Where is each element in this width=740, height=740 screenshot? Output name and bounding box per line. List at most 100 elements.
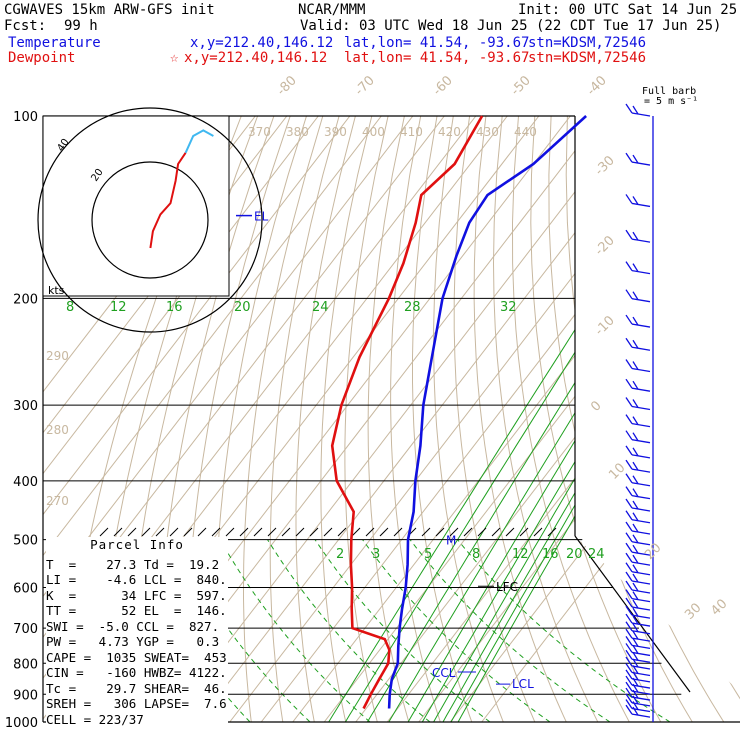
wind-barb-flag xyxy=(632,447,639,457)
model-title: CGWAVES 15km ARW-GFS init xyxy=(4,2,215,18)
wind-barb-flag xyxy=(632,544,639,554)
wind-barb-flag xyxy=(625,194,633,204)
hatch-mark xyxy=(239,527,249,537)
hatch-mark xyxy=(365,527,375,537)
wind-barb xyxy=(631,439,651,444)
hatch-mark xyxy=(309,527,319,537)
hodograph-panel xyxy=(42,115,230,297)
el-label: EL xyxy=(254,210,269,224)
wind-barb xyxy=(631,405,651,411)
wind-barb-flag xyxy=(625,521,633,532)
parcel-info-row: TT = 52 EL = 146. xyxy=(46,603,227,618)
hatch-mark xyxy=(267,527,277,537)
wind-barb-flag xyxy=(625,542,633,553)
dry-adiabat xyxy=(433,116,504,722)
isotherm xyxy=(43,116,414,722)
wind-barb xyxy=(631,713,651,718)
wind-barb-flag xyxy=(632,196,639,205)
ccl-label: CCL xyxy=(432,666,456,680)
hatch-mark xyxy=(197,527,207,537)
wind-barb xyxy=(631,671,651,677)
wind-barb-flag xyxy=(625,663,633,673)
hatch-mark xyxy=(141,527,151,537)
pressure-tick-label: 600 xyxy=(13,582,38,597)
temp-station: stn=KDSM,72546 xyxy=(528,35,647,51)
wind-barb-flag xyxy=(625,414,633,424)
mixing-ratio-label: 3 xyxy=(372,547,380,562)
theta-label: 280 xyxy=(46,423,69,437)
wind-barb-flag xyxy=(625,704,633,715)
mixing-ratio-label: 2 xyxy=(336,547,344,562)
mixing-ratio-label: 16 xyxy=(166,300,183,315)
wind-barb-flag xyxy=(632,701,639,710)
wind-barb xyxy=(631,468,651,473)
wind-barb-flag xyxy=(625,337,633,348)
parcel-info-row: CELL = 223/37 xyxy=(46,711,144,727)
wind-barb-flag xyxy=(632,523,639,533)
wind-barb-flag xyxy=(632,105,639,115)
hodograph-ring-outer xyxy=(37,107,263,333)
wind-barb-flag xyxy=(625,605,633,616)
wind-barb xyxy=(631,606,651,611)
moist-adiabat xyxy=(409,539,611,722)
mixing-ratio-line xyxy=(421,298,674,722)
sounding-curves xyxy=(330,115,587,710)
hodograph xyxy=(37,107,263,333)
isotherm-label: -30 xyxy=(592,153,618,179)
wind-barb-flag xyxy=(632,706,639,716)
wind-barb-flag xyxy=(632,638,639,647)
wind-barb-flag xyxy=(625,699,633,709)
lfc-label: LFC xyxy=(496,580,518,594)
temperature-legend: Temperature xyxy=(8,35,101,51)
wind-barb-flag xyxy=(632,623,639,633)
wind-barb-flag xyxy=(625,613,633,624)
wind-barb xyxy=(631,161,651,166)
wind-barb-flag xyxy=(625,597,633,608)
dewpoint-curve xyxy=(330,115,484,710)
wind-barb-flag xyxy=(625,261,633,271)
hatch-mark xyxy=(547,527,557,537)
wind-barb xyxy=(631,269,651,275)
pressure-tick-label: 500 xyxy=(13,534,38,549)
wind-barb-flag xyxy=(632,599,639,609)
wind-barb-flag xyxy=(625,643,633,653)
mixing-ratio-label: 12 xyxy=(110,300,127,315)
wind-barb-flag xyxy=(625,397,633,407)
wind-barb-flag xyxy=(625,430,633,441)
wind-barb-flag xyxy=(632,432,639,442)
moist-adiabat xyxy=(314,539,491,722)
wind-barb xyxy=(631,112,651,117)
wind-barb xyxy=(631,651,651,657)
dry-adiabat xyxy=(492,116,599,722)
barb-legend-1: Full barb xyxy=(642,86,697,97)
isotherm-label: -70 xyxy=(352,73,378,99)
parcel-info-rows: T = 27.3 Td = 19.2 LI = -4.6 LCL = 840. K … xyxy=(46,557,228,728)
parcel-info-row: K = 34 LFC = 597. xyxy=(46,587,227,603)
wind-barb-flag xyxy=(632,461,639,471)
wind-barb-flag xyxy=(632,671,639,681)
valid-time: Valid: 03 UTC Wed 18 Jun 25 (22 CDT Tue … xyxy=(300,18,722,34)
mixing-ratio-label: 8 xyxy=(472,547,480,562)
mixing-ratio-label: 12 xyxy=(512,547,529,562)
wind-barb-flag xyxy=(632,231,639,241)
dew-station: stn=KDSM,72546 xyxy=(528,50,647,66)
theta-e-label: 430 xyxy=(476,125,499,139)
dry-adiabat xyxy=(390,116,441,722)
wind-barb-flag xyxy=(625,229,633,240)
isotherm xyxy=(418,116,740,722)
isotherm xyxy=(197,116,666,722)
parcel-info-row: T = 27.3 Td = 19.2 xyxy=(46,556,220,572)
wind-barb xyxy=(631,658,651,663)
wind-barb xyxy=(631,202,651,208)
fcst-value: 99 h xyxy=(64,18,98,34)
mixing-ratio-line xyxy=(388,298,647,722)
wind-barbs xyxy=(625,103,654,722)
wind-barb-flag xyxy=(632,683,639,693)
wind-barb xyxy=(631,690,651,695)
wind-barb-flag xyxy=(632,399,639,408)
wind-barb xyxy=(631,702,651,707)
init-time: Init: 00 UTC Sat 14 Jun 25 xyxy=(518,2,738,18)
wind-barb xyxy=(631,637,651,642)
wind-barb xyxy=(631,678,651,683)
wind-barb-flag xyxy=(632,380,639,390)
